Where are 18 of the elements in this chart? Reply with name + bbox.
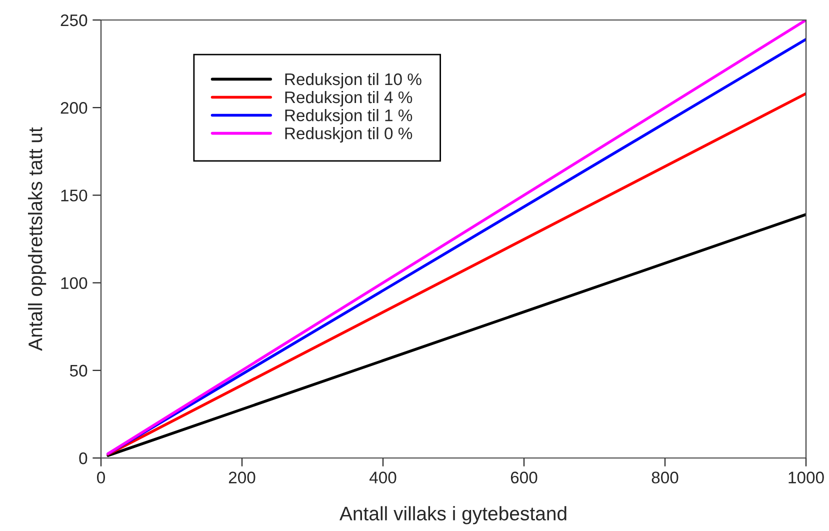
x-axis-title: Antall villaks i gytebestand (340, 506, 566, 524)
x-tick-label: 800 (652, 472, 678, 484)
x-tick-label: 600 (510, 472, 538, 484)
legend-label: Reduksjon til 10 % (285, 72, 422, 88)
y-tick-label: 200 (60, 102, 88, 114)
y-tick-label: 150 (61, 190, 88, 202)
y-tick-label: 100 (61, 277, 88, 290)
y-tick-label: 250 (60, 14, 88, 26)
x-tick-label: 200 (228, 472, 256, 484)
y-tick-label: 50 (70, 364, 88, 377)
x-tick-label: 0 (97, 472, 105, 484)
x-tick-label: 1000 (788, 472, 824, 484)
y-tick-label: 0 (79, 452, 88, 464)
legend-label: Reduksjon til 4 % (285, 90, 412, 107)
legend-label: Reduskjon til 0 % (285, 127, 412, 143)
legend-label: Reduksjon til 1 % (285, 109, 412, 125)
x-tick-label: 400 (369, 472, 396, 484)
y-axis-title: Antall oppdrettslaks tatt ut (28, 127, 46, 351)
